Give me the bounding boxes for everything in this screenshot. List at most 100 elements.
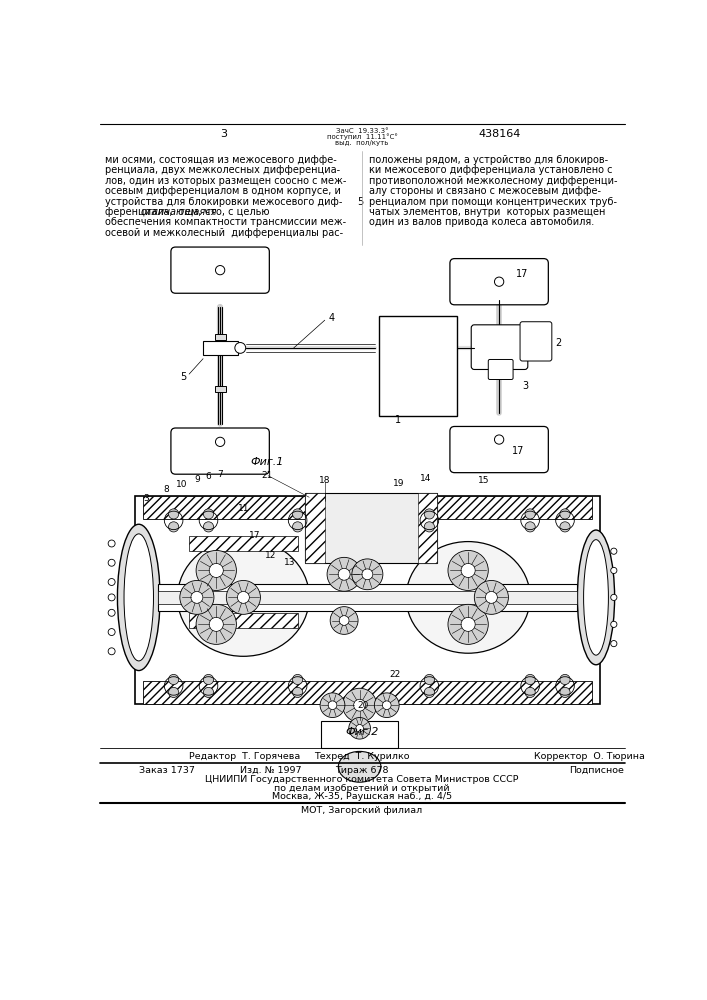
Circle shape bbox=[611, 621, 617, 627]
Text: Редактор  Т. Горячева: Редактор Т. Горячева bbox=[189, 752, 300, 761]
Circle shape bbox=[525, 509, 535, 519]
Text: 5: 5 bbox=[180, 372, 186, 382]
Text: 3: 3 bbox=[522, 381, 529, 391]
Text: 17: 17 bbox=[250, 531, 261, 540]
Circle shape bbox=[494, 277, 504, 286]
Text: 6: 6 bbox=[206, 472, 211, 481]
Ellipse shape bbox=[406, 542, 530, 653]
Text: обеспечения компактности трансмиссии меж-: обеспечения компактности трансмиссии меж… bbox=[105, 217, 346, 227]
Circle shape bbox=[525, 674, 535, 685]
Text: 13: 13 bbox=[284, 558, 296, 567]
Circle shape bbox=[560, 522, 570, 532]
Text: 21: 21 bbox=[261, 471, 272, 480]
Ellipse shape bbox=[117, 524, 160, 671]
Circle shape bbox=[293, 522, 303, 532]
Circle shape bbox=[382, 701, 391, 710]
Text: Изд. № 1997: Изд. № 1997 bbox=[240, 766, 301, 775]
Text: 2: 2 bbox=[556, 338, 562, 348]
FancyBboxPatch shape bbox=[520, 322, 552, 361]
Text: 22: 22 bbox=[389, 670, 400, 679]
Circle shape bbox=[108, 540, 115, 547]
FancyBboxPatch shape bbox=[489, 359, 513, 379]
Circle shape bbox=[611, 641, 617, 647]
Circle shape bbox=[216, 266, 225, 275]
Circle shape bbox=[204, 674, 214, 685]
Text: 4: 4 bbox=[329, 313, 334, 323]
Circle shape bbox=[560, 687, 570, 698]
Circle shape bbox=[560, 674, 570, 685]
Circle shape bbox=[320, 693, 345, 718]
Text: лов, один из которых размещен соосно с меж-: лов, один из которых размещен соосно с м… bbox=[105, 176, 347, 186]
Text: Тираж 678: Тираж 678 bbox=[335, 766, 389, 775]
FancyBboxPatch shape bbox=[450, 426, 549, 473]
Text: Москва, Ж-35, Раушская наб., д. 4/5: Москва, Ж-35, Раушская наб., д. 4/5 bbox=[272, 792, 452, 801]
Bar bbox=[143, 681, 592, 704]
Circle shape bbox=[108, 594, 115, 601]
Text: ЗачС  19.33.3°: ЗачС 19.33.3° bbox=[336, 128, 388, 134]
Circle shape bbox=[209, 563, 223, 577]
Text: Техред  Т. Курилко: Техред Т. Курилко bbox=[314, 752, 409, 761]
Circle shape bbox=[238, 591, 250, 603]
Circle shape bbox=[226, 580, 260, 614]
Text: осевым дифференциалом в одном корпусе, и: осевым дифференциалом в одном корпусе, и bbox=[105, 186, 341, 196]
Bar bbox=[189, 613, 298, 628]
Circle shape bbox=[343, 688, 377, 722]
Circle shape bbox=[168, 687, 179, 698]
Circle shape bbox=[216, 437, 225, 446]
Circle shape bbox=[424, 522, 435, 532]
Text: 19: 19 bbox=[392, 479, 404, 488]
Text: алу стороны и связано с межосевым диффе-: алу стороны и связано с межосевым диффе- bbox=[369, 186, 601, 196]
Text: 12: 12 bbox=[265, 551, 276, 560]
Text: ренциала, двух межколесных дифференциа-: ренциала, двух межколесных дифференциа- bbox=[105, 165, 341, 175]
Circle shape bbox=[209, 617, 223, 631]
Circle shape bbox=[168, 509, 179, 519]
Circle shape bbox=[293, 674, 303, 685]
Circle shape bbox=[560, 509, 570, 519]
Text: отличающаяся: отличающаяся bbox=[141, 207, 217, 217]
Circle shape bbox=[611, 594, 617, 600]
Text: ЦНИИПИ Государственного комитета Совета Министров СССР: ЦНИИПИ Государственного комитета Совета … bbox=[205, 775, 519, 784]
Text: 3: 3 bbox=[221, 129, 228, 139]
Text: Заказ 1737: Заказ 1737 bbox=[139, 766, 194, 775]
FancyBboxPatch shape bbox=[472, 325, 528, 369]
Text: ми осями, состоящая из межосевого диффе-: ми осями, состоящая из межосевого диффе- bbox=[105, 155, 337, 165]
Text: положены рядом, а устройство для блокиров-: положены рядом, а устройство для блокиро… bbox=[369, 155, 608, 165]
Circle shape bbox=[525, 522, 535, 532]
Ellipse shape bbox=[578, 530, 614, 665]
Circle shape bbox=[180, 580, 214, 614]
Text: осевой и межколесный  дифференциалы рас-: осевой и межколесный дифференциалы рас- bbox=[105, 228, 344, 238]
Circle shape bbox=[424, 687, 435, 698]
Circle shape bbox=[204, 509, 214, 519]
Bar bbox=[203, 341, 238, 355]
FancyBboxPatch shape bbox=[450, 259, 549, 305]
Text: Фиг.1: Фиг.1 bbox=[250, 457, 284, 467]
Ellipse shape bbox=[177, 538, 309, 656]
Text: чатых элементов, внутри  которых размещен: чатых элементов, внутри которых размещен bbox=[369, 207, 605, 217]
Bar bbox=[215, 334, 226, 340]
Text: 8: 8 bbox=[163, 485, 169, 494]
Text: 17: 17 bbox=[513, 446, 525, 456]
Bar bbox=[305, 493, 437, 563]
Circle shape bbox=[349, 718, 370, 739]
Ellipse shape bbox=[339, 751, 381, 782]
Circle shape bbox=[108, 579, 115, 585]
Bar bbox=[215, 386, 226, 392]
Bar bbox=[321, 721, 398, 748]
Text: ференциала,: ференциала, bbox=[105, 207, 176, 217]
Bar bbox=[158, 584, 577, 611]
Circle shape bbox=[494, 435, 504, 444]
Text: 14: 14 bbox=[420, 474, 431, 483]
Text: 5: 5 bbox=[357, 197, 363, 207]
Bar bbox=[305, 493, 325, 563]
Text: Подписное: Подписное bbox=[569, 766, 624, 775]
Text: 18: 18 bbox=[319, 476, 330, 485]
Circle shape bbox=[204, 687, 214, 698]
Text: 438164: 438164 bbox=[478, 129, 520, 139]
Circle shape bbox=[196, 550, 236, 590]
Bar bbox=[135, 496, 600, 704]
Text: 7: 7 bbox=[217, 470, 223, 479]
Circle shape bbox=[362, 569, 373, 580]
Circle shape bbox=[461, 563, 475, 577]
Text: 15: 15 bbox=[478, 476, 489, 485]
Circle shape bbox=[196, 604, 236, 644]
